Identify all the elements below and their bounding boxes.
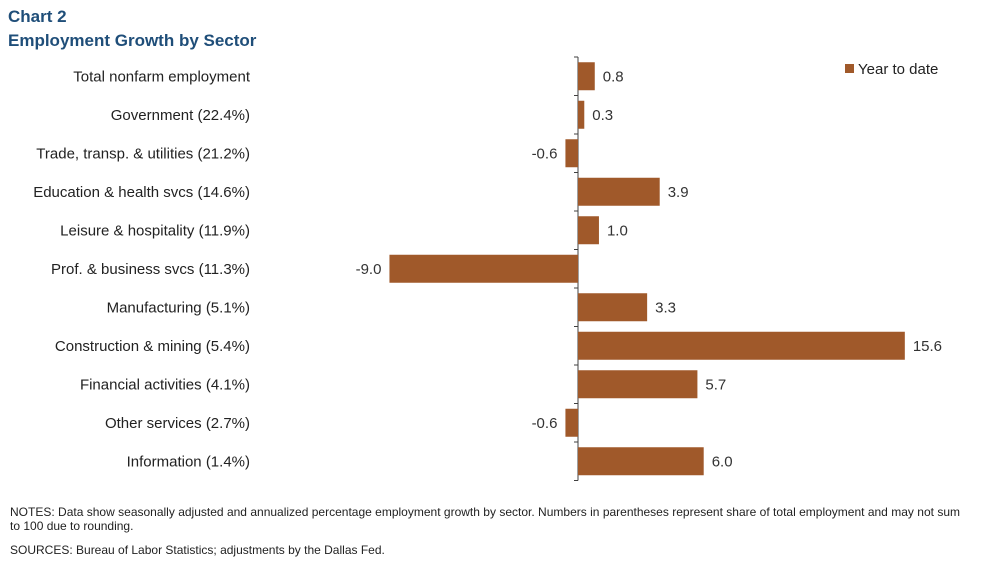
bar: [578, 177, 660, 206]
category-label: Government (22.4%): [111, 107, 250, 124]
bar: [578, 62, 595, 91]
category-label: Other services (2.7%): [105, 415, 250, 432]
bar: [578, 447, 704, 476]
legend-label: Year to date: [858, 61, 938, 78]
bar: [389, 254, 578, 283]
bar: [565, 408, 578, 437]
category-label: Leisure & hospitality (11.9%): [60, 222, 250, 239]
category-label: Trade, transp. & utilities (21.2%): [36, 145, 250, 162]
bar: [578, 293, 648, 322]
legend-swatch: [845, 64, 854, 73]
data-label: 0.3: [592, 107, 613, 124]
bar: [578, 331, 905, 360]
data-label: 5.7: [705, 376, 726, 393]
bar: [578, 100, 585, 129]
bar: [578, 216, 599, 245]
data-label: 0.8: [603, 68, 624, 85]
category-label: Education & health svcs (14.6%): [33, 184, 250, 201]
category-label: Prof. & business svcs (11.3%): [51, 261, 250, 278]
bar-chart: Total nonfarm employment 0.8 Government (2…: [33, 56, 942, 481]
category-label: Manufacturing (5.1%): [107, 299, 250, 316]
chart-sources: SOURCES: Bureau of Labor Statistics; adj…: [10, 543, 385, 557]
data-label: 3.9: [668, 184, 689, 201]
category-label: Total nonfarm employment: [73, 68, 251, 85]
chart-title: Employment Growth by Sector: [8, 31, 257, 50]
data-label: 3.3: [655, 299, 676, 316]
category-label: Information (1.4%): [127, 453, 250, 470]
chart-number-label: Chart 2: [8, 7, 67, 26]
chart-notes: NOTES: Data show seasonally adjusted and…: [10, 505, 960, 533]
data-label: -9.0: [356, 261, 382, 278]
bar: [578, 370, 698, 399]
data-label: -0.6: [532, 145, 558, 162]
data-label: 15.6: [913, 338, 942, 355]
data-label: 1.0: [607, 222, 628, 239]
data-label: -0.6: [532, 415, 558, 432]
category-label: Financial activities (4.1%): [80, 376, 250, 393]
data-label: 6.0: [712, 453, 733, 470]
category-label: Construction & mining (5.4%): [55, 338, 250, 355]
bar: [565, 139, 578, 168]
